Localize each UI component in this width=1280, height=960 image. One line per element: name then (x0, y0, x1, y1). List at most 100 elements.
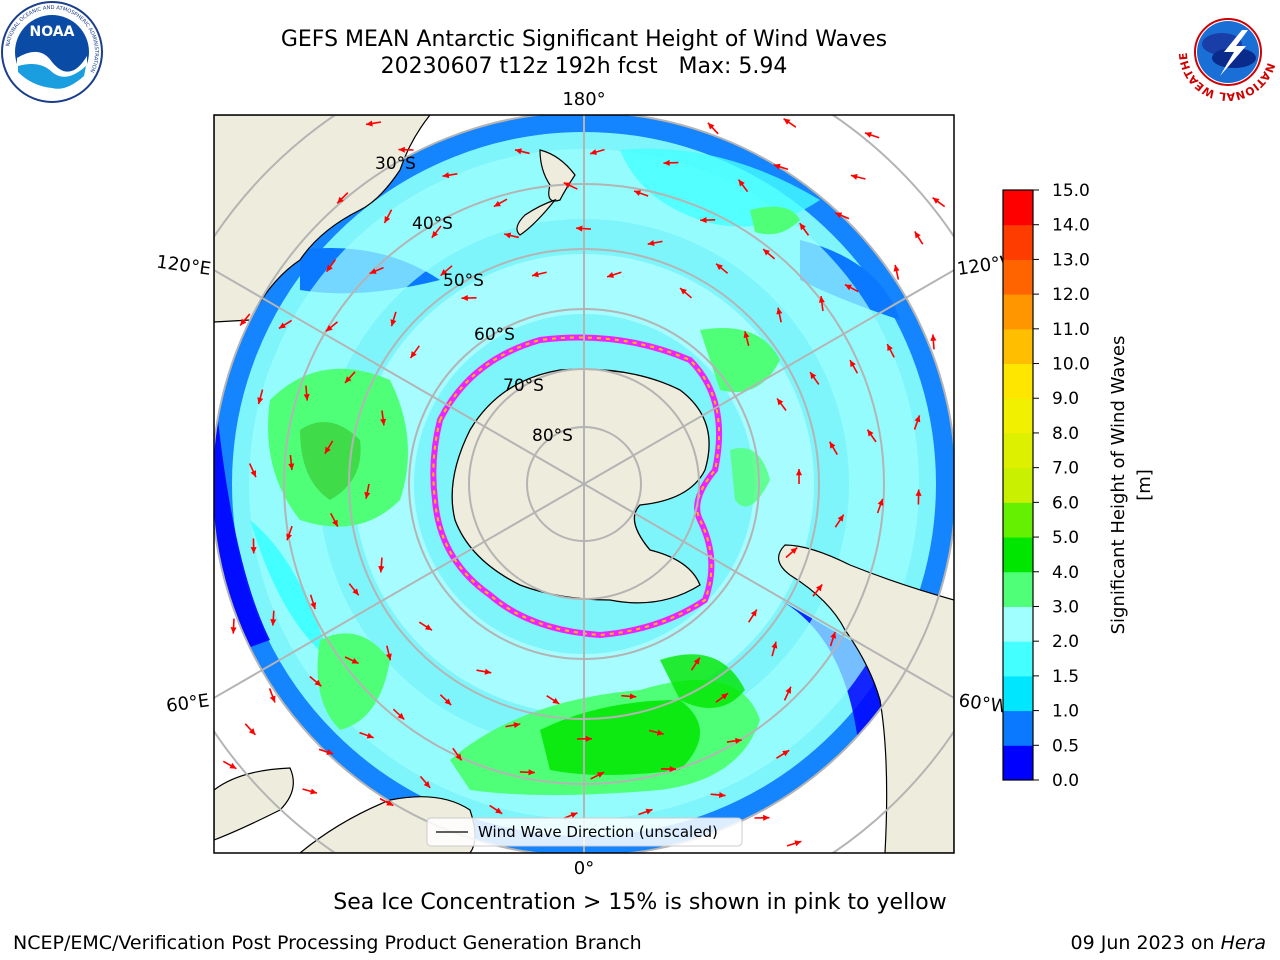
wave-direction-arrowhead (634, 190, 641, 196)
wave-direction-arrowhead (286, 533, 293, 541)
colorbar-swatch (1003, 675, 1033, 712)
wave-direction-arrowhead (493, 200, 501, 207)
lat-label-40s: 40°S (412, 214, 453, 234)
lon-label-180: 180° (562, 89, 605, 110)
colorbar-swatch (1003, 259, 1033, 295)
wave-direction-arrowhead (795, 469, 803, 476)
colorbar-swatch (1003, 294, 1033, 330)
wave-direction-arrowhead (337, 196, 344, 204)
wave-direction-arrowhead (240, 318, 247, 326)
wave-direction-arrowhead (815, 584, 823, 592)
wave-direction-arrowhead (364, 491, 371, 499)
colorbar-swatch (1003, 710, 1033, 746)
wave-direction-arrowhead (867, 429, 874, 437)
wave-direction-arrowhead (607, 272, 614, 278)
lat-label-60s: 60°S (474, 325, 515, 345)
wave-direction-arrowhead (794, 840, 802, 847)
wave-direction-arrowhead (763, 249, 770, 256)
colorbar-swatch (1003, 502, 1033, 538)
south-america (778, 544, 954, 853)
wave-direction-arrowhead (915, 489, 922, 496)
wave-direction-arrowhead (782, 750, 790, 757)
colorbar-swatch (1003, 641, 1033, 677)
colorbar-tick-label: 12.0 (1052, 285, 1090, 305)
colorbar-label-line1: Significant Height of Wind Waves (1108, 336, 1129, 635)
colorbar-tick-label: 11.0 (1052, 320, 1090, 340)
wave-direction-arrowhead (229, 762, 237, 769)
colorbar-tick-label: 0.0 (1052, 771, 1079, 791)
wave-direction-arrowhead (932, 197, 940, 204)
colorbar-tick-label: 9.0 (1052, 389, 1079, 409)
wave-direction-arrowhead (585, 735, 593, 742)
australia (214, 115, 431, 323)
lon-label-60e: 60°E (165, 690, 211, 717)
lon-label-60w: 60°W (957, 690, 1009, 718)
wave-direction-arrowhead (693, 657, 700, 665)
wave-direction-arrowhead (877, 498, 884, 506)
wave-direction-arrowhead (484, 668, 492, 675)
wave-direction-arrowhead (444, 698, 452, 706)
wave-direction-arrowhead (799, 223, 806, 231)
lat-label-50s: 50°S (443, 271, 484, 291)
wave-direction-arrowhead (423, 781, 431, 788)
footer-host: Hera (1220, 932, 1266, 954)
wave-direction-arrowhead (270, 619, 277, 626)
colorbar-tick-label: 3.0 (1052, 597, 1079, 617)
longitude-grid (214, 115, 954, 853)
colorbar-label-line2: [m] (1134, 469, 1155, 501)
wave-direction-arrowhead (351, 657, 359, 664)
wave-direction-arrowhead (721, 693, 729, 700)
colorbar-frame (1002, 189, 1034, 781)
wave-direction-arrowhead (257, 397, 264, 405)
wave-direction-arrowhead (528, 769, 535, 776)
wave-direction-arrowhead (366, 732, 374, 739)
wave-direction-arrowhead (442, 172, 450, 179)
colorbar-swatch (1003, 537, 1033, 573)
wave-direction-arrowhead (777, 398, 784, 406)
lon-label-120e: 120°E (155, 252, 212, 280)
wave-direction-arrowhead (326, 749, 334, 755)
wave-direction-arrowhead (669, 765, 677, 773)
noaa-logo: NOAA NATIONAL OCEANIC AND ATMOSPHERIC AD… (1, 1, 103, 103)
wave-direction-arrowhead (380, 418, 387, 426)
colorbar-tick-label: 4.0 (1052, 563, 1079, 583)
colorbar-swatch (1003, 328, 1033, 365)
wave-direction-arrowhead (829, 441, 836, 449)
wave-direction-arrowhead (385, 653, 392, 661)
wave-direction-arrowhead (750, 609, 757, 617)
wave-direction-arrowhead (384, 216, 391, 224)
colorbar-tick-label: 8.0 (1052, 424, 1079, 444)
wave-direction-arrowhead (707, 122, 715, 130)
wave-direction-arrowhead (563, 182, 571, 189)
colorbar-tick-label: 0.5 (1052, 736, 1079, 756)
new-zealand (539, 149, 576, 202)
colorbar-swatch (1003, 467, 1033, 503)
colorbar-swatch (1003, 363, 1033, 399)
wave-direction-arrowhead (738, 179, 745, 187)
wave-direction-arrowhead (656, 729, 664, 736)
wave-direction-arrowhead (850, 173, 858, 180)
wave-direction-arrowhead (332, 519, 338, 527)
colorbar-tick-label: 15.0 (1052, 181, 1090, 201)
colorbar-tick-label: 13.0 (1052, 250, 1090, 270)
wave-direction-arrowhead (864, 132, 872, 138)
colorbar-tick-label: 6.0 (1052, 493, 1079, 513)
wave-direction-arrowhead (378, 565, 385, 573)
wave-direction-arrowhead (366, 120, 373, 127)
wave-direction-arrowhead (461, 294, 468, 302)
wave-direction-arrowhead (310, 602, 317, 610)
colorbar-swatch (1003, 606, 1033, 642)
wave-direction-arrowhead (278, 322, 286, 329)
wave-direction-arrowhead (645, 808, 653, 815)
wave-direction-arrowhead (386, 799, 394, 806)
wave-direction-arrowhead (844, 284, 852, 291)
wave-direction-arrowhead (773, 163, 781, 170)
wave-direction-arrowhead (771, 641, 778, 649)
wind-wave-arrows (222, 117, 946, 847)
wave-direction-arrowhead (455, 753, 462, 761)
colorbar-tick-label: 1.5 (1052, 667, 1079, 687)
wave-direction-arrowhead (783, 118, 791, 125)
wave-direction-arrowhead (250, 470, 257, 478)
sea-ice-caption: Sea Ice Concentration > 15% is shown in … (333, 890, 947, 915)
wave-direction-arrowhead (352, 588, 359, 596)
